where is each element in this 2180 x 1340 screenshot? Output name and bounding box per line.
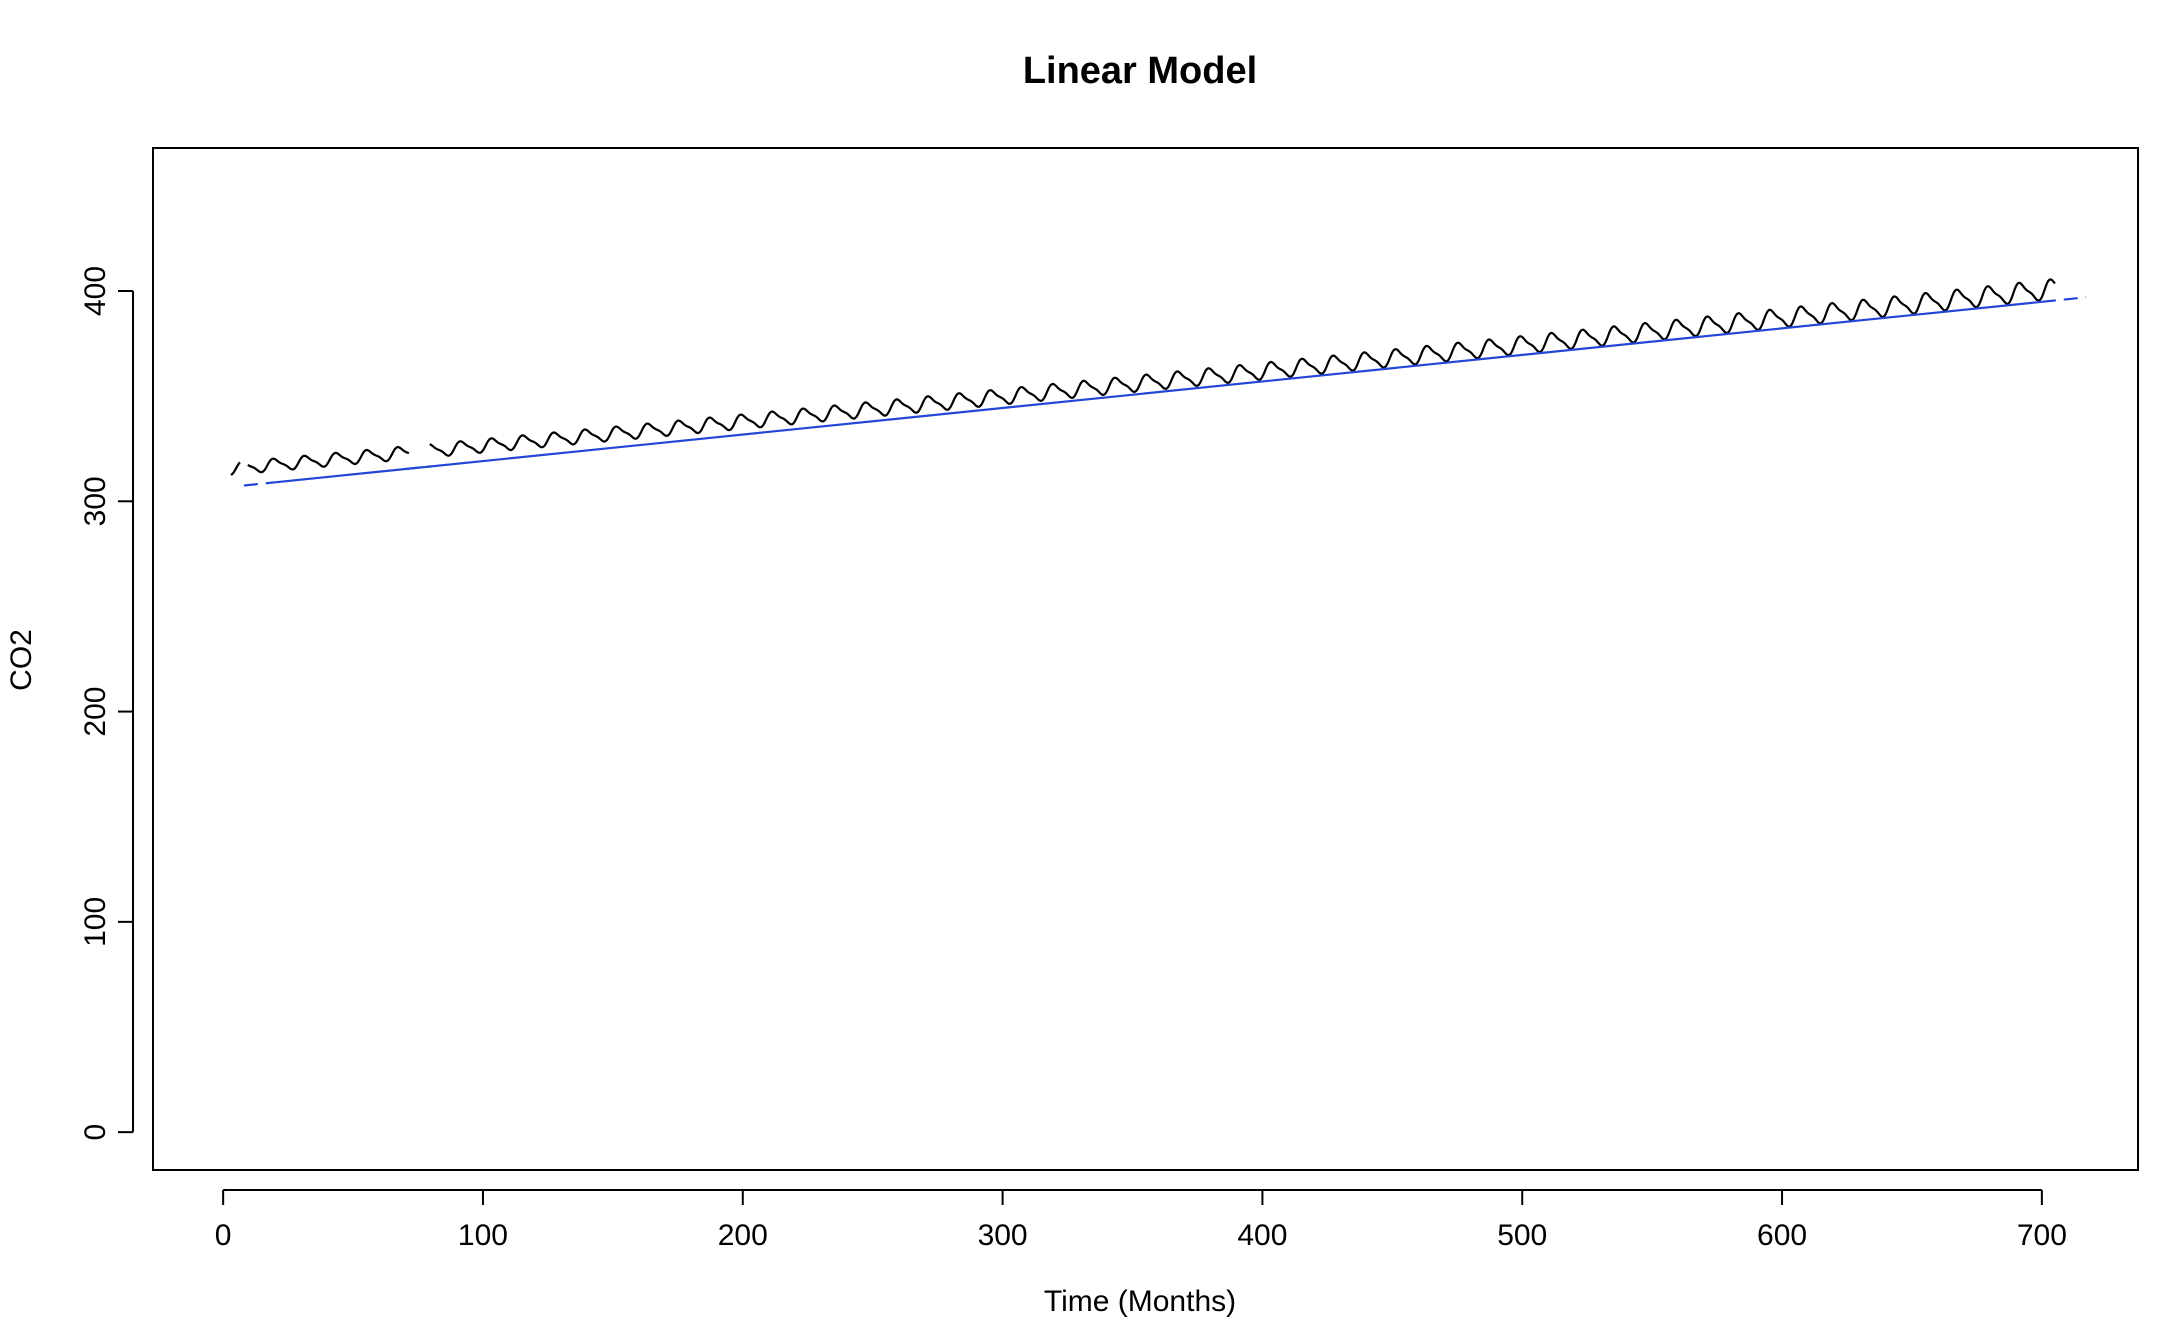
y-axis-label: CO2 [5,629,38,691]
x-axis: 0 100 200 300 400 500 600 700 [215,1189,2067,1252]
x-tick-label: 100 [458,1219,508,1252]
y-tick-label: 200 [79,687,112,737]
x-tick-label: 500 [1497,1219,1547,1252]
linear-fit-line-dashed [2041,296,2087,303]
x-tick-label: 300 [978,1219,1028,1252]
y-tick-label: 100 [79,897,112,947]
y-tick-label: 400 [79,266,112,316]
y-tick-label: 300 [79,476,112,526]
co2-observed-line [429,278,2056,457]
x-tick-label: 700 [2017,1219,2067,1252]
linear-fit-line-dashed [404,465,432,471]
linear-fit-line-dashed [243,481,276,487]
x-tick-label: 600 [1757,1219,1807,1252]
x-tick-label: 200 [718,1219,768,1252]
x-tick-label: 0 [215,1219,232,1252]
series-layer [230,278,2087,487]
co2-observed-line [230,461,241,476]
x-axis-label: Time (Months) [1044,1285,1236,1318]
plot-area-border [152,147,2139,1171]
chart-title: Linear Model [1023,50,1257,92]
y-tick-label: 0 [79,1124,112,1141]
linear-fit-line [275,300,2042,484]
x-tick-label: 400 [1237,1219,1287,1252]
y-axis: 0 100 200 300 400 [79,266,134,1141]
co2-observed-line [247,446,410,474]
